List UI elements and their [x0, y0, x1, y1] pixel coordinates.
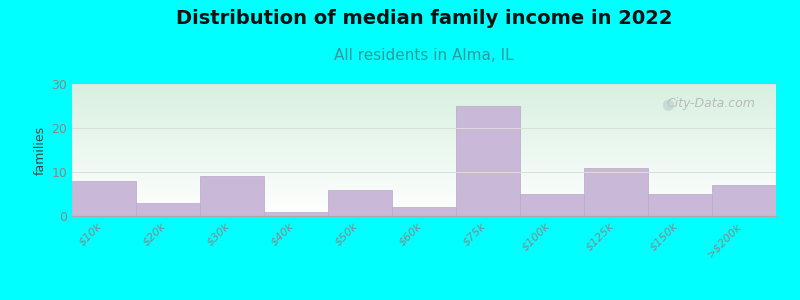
Bar	[456, 106, 520, 216]
Text: Distribution of median family income in 2022: Distribution of median family income in …	[176, 9, 672, 28]
Bar	[200, 176, 264, 216]
Text: All residents in Alma, IL: All residents in Alma, IL	[334, 48, 514, 63]
Bar	[264, 212, 328, 216]
Text: City-Data.com: City-Data.com	[666, 97, 755, 110]
Bar	[712, 185, 776, 216]
Bar	[392, 207, 456, 216]
Text: ●: ●	[661, 97, 674, 112]
Bar	[72, 181, 136, 216]
Bar	[648, 194, 712, 216]
Bar	[584, 168, 648, 216]
Bar	[328, 190, 392, 216]
Bar	[136, 203, 200, 216]
Bar	[520, 194, 584, 216]
Y-axis label: families: families	[34, 125, 47, 175]
